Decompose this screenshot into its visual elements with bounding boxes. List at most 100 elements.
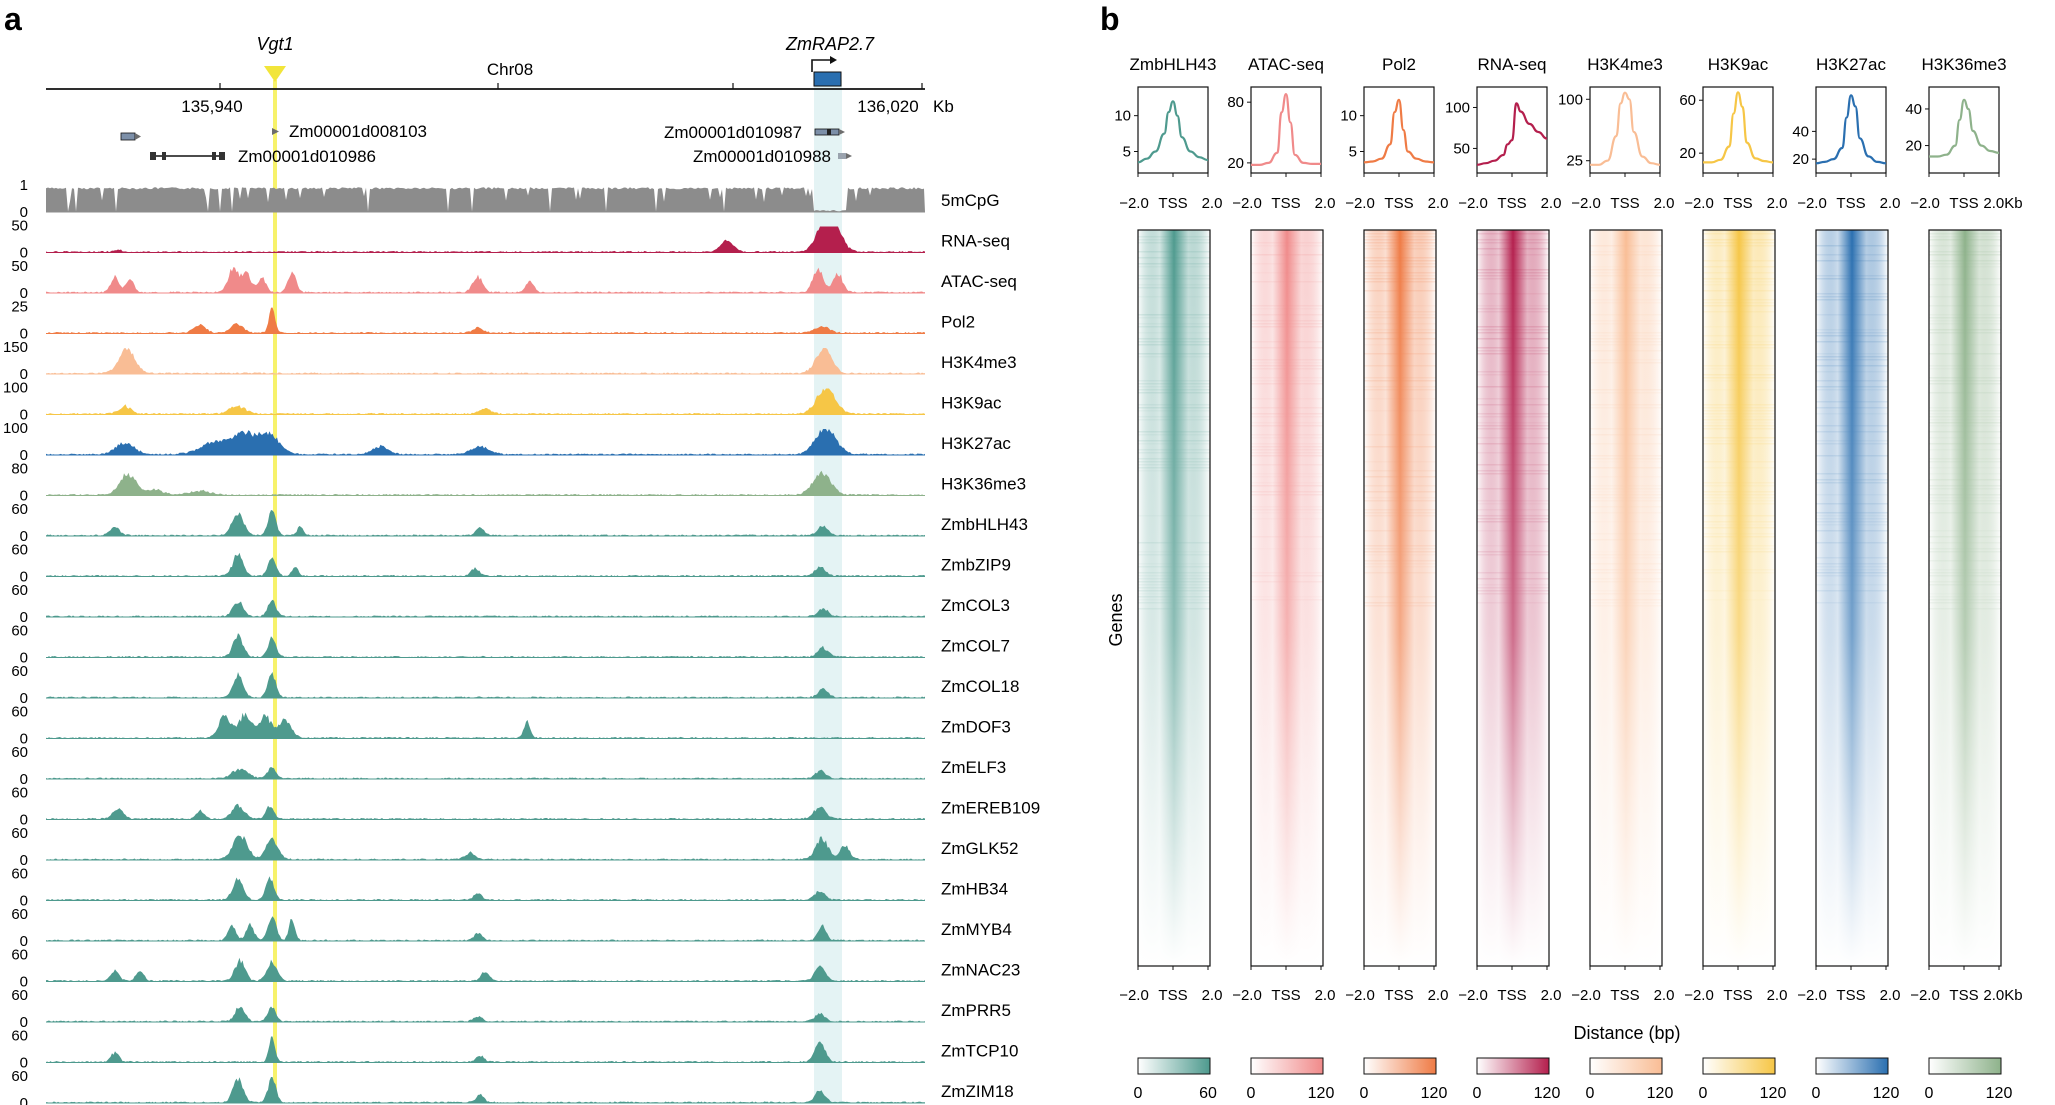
- heatmap-fade: [1477, 230, 1549, 966]
- heatmap-xtick-label: TSS: [1158, 987, 1187, 1004]
- heatmap-rna-seq: −2.0 TSS 2.0 0 120: [1458, 229, 1561, 1102]
- axis-end-label: 136,020: [857, 97, 918, 116]
- profile-xtick-label: 2.0: [1880, 195, 1901, 212]
- track-name-label: ZmELF3: [941, 758, 1006, 777]
- track-name-label: ZmCOL18: [941, 677, 1019, 696]
- heatmap-xtick-label: TSS: [1610, 987, 1639, 1004]
- profile-xtick-label: −2.0: [1119, 195, 1149, 212]
- profile-title: H3K27ac: [1816, 55, 1886, 74]
- profile-ytick-label: 20: [1679, 145, 1696, 162]
- profile-line: [1363, 98, 1435, 164]
- heatmap-xtick-label: 2.0: [1202, 987, 1223, 1004]
- heatmap-xtick-label: −2.0: [1797, 987, 1827, 1004]
- profile-xtick-label: −2.0: [1910, 195, 1940, 212]
- profile-atac-seq: ATAC-seq 80 20 −2.0 TSS 2.0: [1227, 55, 1335, 212]
- profile-xtick-label: TSS: [1949, 195, 1978, 212]
- profile-h3k27ac: H3K27ac 40 20 −2.0 TSS 2.0: [1792, 55, 1900, 212]
- track-signal: [46, 348, 925, 374]
- profile-line: [1476, 102, 1548, 166]
- track-signal: [46, 552, 925, 577]
- track-5mcpg: 1 0 5mCpG: [20, 177, 1000, 221]
- track-zmelf3: 60 0 ZmELF3: [11, 744, 1006, 788]
- heatmap-xtick-label: TSS: [1384, 987, 1413, 1004]
- track-signal: [46, 307, 925, 334]
- track-name-label: ZmNAC23: [941, 961, 1020, 980]
- profile-line: [1815, 94, 1887, 165]
- gene-exon: [212, 152, 216, 160]
- track-signal: [46, 876, 925, 901]
- genome-tracks: 105mCpG500RNA-seq500ATAC-seq250Pol21500H…: [3, 177, 1040, 1105]
- profile-ytick-label: 5: [1123, 144, 1131, 161]
- profile-line: [1250, 92, 1321, 167]
- track-min-label: 0: [20, 1014, 28, 1031]
- colorbar-min-label: 0: [1586, 1085, 1595, 1102]
- colorbar-min-label: 0: [1360, 1085, 1369, 1102]
- track-min-label: 0: [20, 1055, 28, 1072]
- gene-exon: [219, 152, 225, 160]
- track-min-label: 0: [20, 528, 28, 545]
- track-signal: [46, 803, 925, 820]
- track-signal: [46, 226, 925, 253]
- profile-xtick-label: TSS: [1384, 195, 1413, 212]
- profile-ytick-label: 5: [1349, 144, 1357, 161]
- gene-strand-icon: [135, 133, 141, 140]
- heatmap-xtick-label: TSS: [1949, 987, 1978, 1004]
- profile-ytick-label: 60: [1679, 92, 1696, 109]
- track-zmbzip9: 60 0 ZmbZIP9: [11, 542, 1011, 586]
- track-min-label: 0: [20, 812, 28, 829]
- track-min-label: 0: [20, 366, 28, 383]
- track-zmbhlh43: 60 0 ZmbHLH43: [11, 501, 1028, 545]
- colorbar: [1250, 1057, 1324, 1075]
- track-signal: [46, 835, 925, 860]
- gene-exon: [827, 129, 831, 135]
- gene-exon: [162, 152, 166, 160]
- track-max-label: 150: [3, 339, 28, 356]
- track-min-label: 0: [20, 893, 28, 910]
- axis-unit-label: Kb: [933, 97, 954, 116]
- heatmap-xtick-label: −2.0: [1119, 987, 1149, 1004]
- track-max-label: 60: [11, 1068, 28, 1085]
- profile-xtick-label: TSS: [1610, 195, 1639, 212]
- heatmap-frame: [1137, 229, 1211, 967]
- colorbar: [1476, 1057, 1550, 1075]
- track-max-label: 60: [11, 582, 28, 599]
- track-min-label: 0: [20, 933, 28, 950]
- heatmap-frame: [1476, 229, 1550, 967]
- colorbar-max-label: 120: [1308, 1085, 1335, 1102]
- profile-ytick-label: 80: [1227, 94, 1244, 111]
- track-name-label: ZmDOF3: [941, 718, 1011, 737]
- heatmap-xtick-label: 2.0: [1654, 987, 1675, 1004]
- track-zmzim18: 60 0 ZmZIM18: [11, 1068, 1013, 1105]
- profile-rna-seq: RNA-seq 100 50 −2.0 TSS 2.0: [1445, 55, 1561, 212]
- profile-ytick-label: 10: [1340, 108, 1357, 125]
- heatmap-xtick-label: TSS: [1836, 987, 1865, 1004]
- track-name-label: ZmMYB4: [941, 920, 1012, 939]
- track-name-label: ZmGLK52: [941, 839, 1018, 858]
- panel-b-letter: b: [1100, 1, 1120, 37]
- heatmap-xtick-label: −2.0: [1232, 987, 1262, 1004]
- profile-xtick-label: −2.0: [1571, 195, 1601, 212]
- gene-label: Zm00001d008103: [289, 122, 427, 141]
- profile-xtick-label: −2.0: [1232, 195, 1262, 212]
- profile-h3k36me3: H3K36me3 40 20 −2.0 TSS 2.0Kb: [1905, 55, 2022, 212]
- track-name-label: RNA-seq: [941, 232, 1010, 251]
- track-signal: [46, 767, 925, 779]
- heatmap-fade: [1816, 230, 1888, 966]
- profile-xtick-label: −2.0: [1345, 195, 1375, 212]
- track-signal: [46, 916, 925, 941]
- colorbar-max-label: 120: [1986, 1085, 2013, 1102]
- colorbar-max-label: 120: [1873, 1085, 1900, 1102]
- heatmap-frame: [1363, 229, 1437, 967]
- track-max-label: 60: [11, 704, 28, 721]
- profile-plots: ZmbHLH43 10 5 −2.0 TSS 2.0 ATAC-seq 80 20 −2.0 TSS…: [1114, 55, 2022, 212]
- axis-start-label: 135,940: [181, 97, 242, 116]
- profile-frame: [1137, 86, 1209, 174]
- heatmap-xtick-label: −2.0: [1345, 987, 1375, 1004]
- profile-line: [1929, 98, 2000, 158]
- track-max-label: 80: [11, 461, 28, 478]
- profile-xtick-label: 2.0: [1315, 195, 1336, 212]
- track-zmmyb4: 60 0 ZmMYB4: [11, 906, 1012, 950]
- rap27-gene-box: [813, 71, 842, 87]
- colorbar-min-label: 0: [1473, 1085, 1482, 1102]
